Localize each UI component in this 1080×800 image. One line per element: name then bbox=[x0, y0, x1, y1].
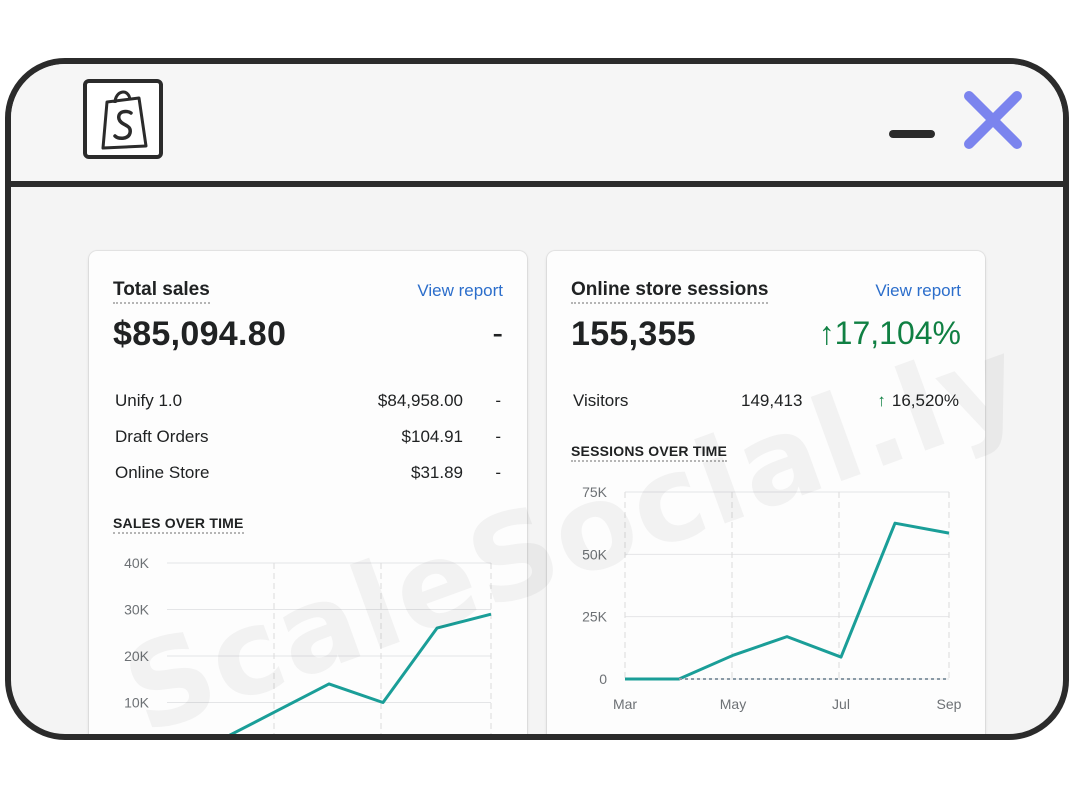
visitors-change-value: 16,520% bbox=[891, 391, 959, 410]
channel-value: $104.91 bbox=[401, 427, 463, 446]
total-sales-card: Total sales View report $85,094.80 - Uni… bbox=[89, 251, 527, 734]
sessions-over-time-chart: 75K 50K 25K 0 Mar May Jul Sep bbox=[582, 484, 962, 712]
channel-change: - bbox=[495, 463, 501, 482]
dashboard-content: Total sales View report $85,094.80 - Uni… bbox=[11, 187, 1063, 734]
x-tick-label: Sep bbox=[937, 696, 962, 712]
y-tick-label: 25K bbox=[582, 609, 608, 625]
x-icon bbox=[964, 91, 1022, 149]
y-tick-label: 20K bbox=[124, 648, 150, 664]
card-title[interactable]: Online store sessions bbox=[571, 279, 769, 304]
y-tick-label: 40K bbox=[124, 555, 150, 571]
sessions-change-value: 17,104% bbox=[834, 315, 961, 351]
channel-row: Draft Orders $104.91 - bbox=[113, 427, 503, 451]
arrow-up-icon: ↑ bbox=[877, 391, 886, 410]
x-tick-label: Jul bbox=[832, 696, 850, 712]
channel-value: $31.89 bbox=[411, 463, 463, 482]
y-tick-label: 10K bbox=[124, 695, 150, 711]
sales-over-time-chart: 40K 30K 20K 10K bbox=[124, 555, 492, 734]
y-tick-label: 50K bbox=[582, 546, 608, 562]
total-sales-value: $85,094.80 bbox=[113, 315, 287, 353]
visitors-label: Visitors bbox=[573, 391, 629, 410]
minimize-button[interactable] bbox=[889, 130, 935, 138]
visitors-change: ↑ 16,520% bbox=[877, 391, 959, 411]
channel-change: - bbox=[495, 427, 501, 446]
shopping-bag-icon bbox=[83, 79, 163, 159]
y-tick-label: 0 bbox=[599, 671, 607, 687]
channel-name: Unify 1.0 bbox=[115, 391, 183, 410]
y-tick-label: 75K bbox=[582, 484, 608, 500]
view-report-link[interactable]: View report bbox=[875, 281, 961, 300]
arrow-up-icon: ↑ bbox=[818, 315, 835, 351]
channel-row: Online Store $31.89 - bbox=[113, 463, 503, 487]
app-window: Total sales View report $85,094.80 - Uni… bbox=[5, 58, 1069, 740]
channel-name: Online Store bbox=[115, 463, 210, 482]
x-tick-label: May bbox=[720, 696, 746, 712]
channel-change: - bbox=[495, 391, 501, 410]
visitors-row: Visitors 149,413 ↑ 16,520% bbox=[571, 391, 961, 415]
sessions-over-time-label[interactable]: SESSIONS OVER TIME bbox=[571, 443, 728, 462]
channel-name: Draft Orders bbox=[115, 427, 209, 446]
series-line bbox=[228, 612, 492, 734]
total-sales-change: - bbox=[492, 315, 503, 351]
visitors-value: 149,413 bbox=[741, 391, 803, 410]
view-report-link[interactable]: View report bbox=[417, 281, 503, 300]
sales-over-time-label[interactable]: SALES OVER TIME bbox=[113, 515, 244, 534]
online-store-sessions-card: Online store sessions View report 155,35… bbox=[547, 251, 985, 734]
sessions-value: 155,355 bbox=[571, 315, 697, 353]
series-line bbox=[625, 521, 950, 681]
x-tick-label: Mar bbox=[613, 696, 637, 712]
close-button[interactable] bbox=[961, 88, 1025, 152]
channel-row: Unify 1.0 $84,958.00 - bbox=[113, 391, 503, 415]
y-tick-label: 30K bbox=[124, 602, 150, 618]
channel-value: $84,958.00 bbox=[377, 391, 463, 410]
sessions-change: ↑17,104% bbox=[819, 315, 961, 352]
card-title[interactable]: Total sales bbox=[113, 279, 210, 304]
title-bar bbox=[11, 64, 1063, 187]
